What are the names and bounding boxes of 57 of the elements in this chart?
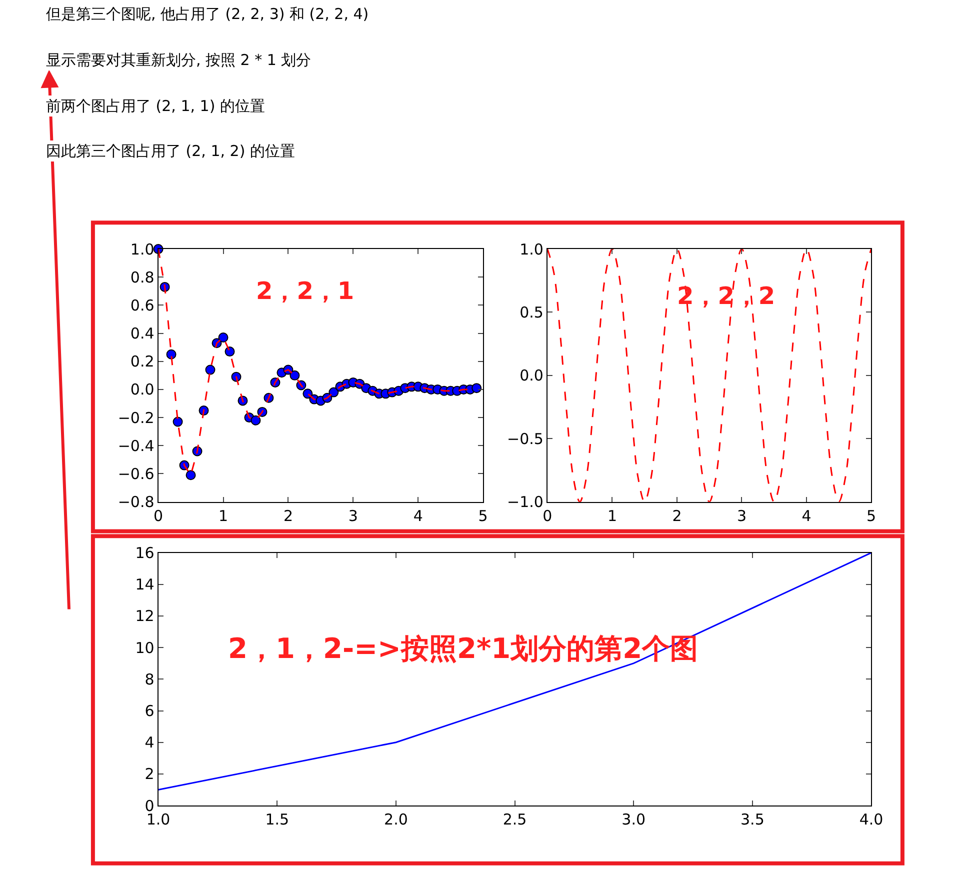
y-tick-label: 1.0 bbox=[520, 240, 544, 258]
x-tick-label: 5 bbox=[478, 506, 488, 525]
x-tick-label: 3 bbox=[348, 506, 358, 525]
y-tick-label: 0.0 bbox=[520, 366, 544, 385]
point bbox=[205, 364, 216, 375]
x-tick-label: 1 bbox=[607, 506, 617, 525]
annotation: 2，2，2 bbox=[677, 282, 776, 310]
annotation: 2，2，1 bbox=[256, 277, 354, 305]
point bbox=[172, 416, 183, 427]
y-tick-label: 0.8 bbox=[130, 268, 154, 286]
text: 因此第三个图占用了 (2, 1, 2) 的位置 bbox=[46, 142, 295, 160]
y-tick-label: 16 bbox=[135, 544, 154, 562]
y-tick-label: 4 bbox=[144, 734, 154, 752]
y-tick-label: −0.8 bbox=[118, 493, 154, 512]
y-tick-label: 1.0 bbox=[130, 240, 154, 258]
x-tick-label: 4 bbox=[802, 506, 812, 525]
y-tick-label: 0.6 bbox=[130, 296, 154, 314]
point bbox=[218, 332, 228, 343]
y-tick-label: 0.5 bbox=[520, 303, 544, 322]
x-tick-label: 2.5 bbox=[502, 810, 527, 829]
point bbox=[186, 470, 196, 480]
point bbox=[290, 370, 300, 380]
x-tick-label: 4 bbox=[413, 506, 423, 525]
point bbox=[166, 349, 176, 360]
text: 前两个图占用了 (2, 1, 1) 的位置 bbox=[46, 97, 265, 115]
x-tick-label: 1 bbox=[218, 506, 228, 525]
x-tick-label: 2.0 bbox=[384, 810, 408, 829]
y-tick-label: −0.4 bbox=[118, 436, 154, 455]
x-tick-label: 2 bbox=[283, 506, 293, 525]
y-tick-label: −1.0 bbox=[507, 493, 544, 512]
text: 显示需要对其重新划分, 按照 2 * 1 划分 bbox=[46, 51, 312, 69]
y-tick-label: 12 bbox=[135, 607, 154, 626]
y-tick-label: −0.2 bbox=[118, 408, 154, 427]
y-tick-label: 0.2 bbox=[130, 352, 154, 371]
x-tick-label: 3.0 bbox=[622, 810, 646, 829]
x-tick-label: 2 bbox=[672, 506, 682, 525]
line-series bbox=[158, 552, 872, 790]
line-series bbox=[547, 249, 872, 502]
y-tick-label: 10 bbox=[135, 638, 154, 657]
y-tick-label: 0.4 bbox=[130, 324, 154, 343]
y-tick-label: 2 bbox=[144, 765, 154, 784]
x-tick-label: 3 bbox=[736, 506, 746, 525]
y-tick-label: 14 bbox=[135, 576, 154, 594]
point bbox=[250, 415, 261, 426]
y-tick-label: 0.0 bbox=[130, 380, 154, 399]
x-tick-label: 1.5 bbox=[265, 810, 290, 829]
x-tick-label: 4.0 bbox=[859, 810, 884, 829]
y-tick-label: 8 bbox=[144, 670, 154, 688]
y-tick-label: 6 bbox=[144, 702, 154, 720]
y-tick-label: −0.6 bbox=[118, 464, 154, 483]
y-tick-label: −0.5 bbox=[507, 430, 544, 448]
y-tick-label: 0 bbox=[144, 796, 154, 815]
point bbox=[472, 383, 482, 394]
x-tick-label: 3.5 bbox=[740, 810, 764, 829]
text: 但是第三个图呢, 他占用了 (2, 2, 3) 和 (2, 2, 4) bbox=[46, 5, 369, 23]
x-tick-label: 5 bbox=[866, 506, 876, 525]
point bbox=[224, 346, 235, 357]
